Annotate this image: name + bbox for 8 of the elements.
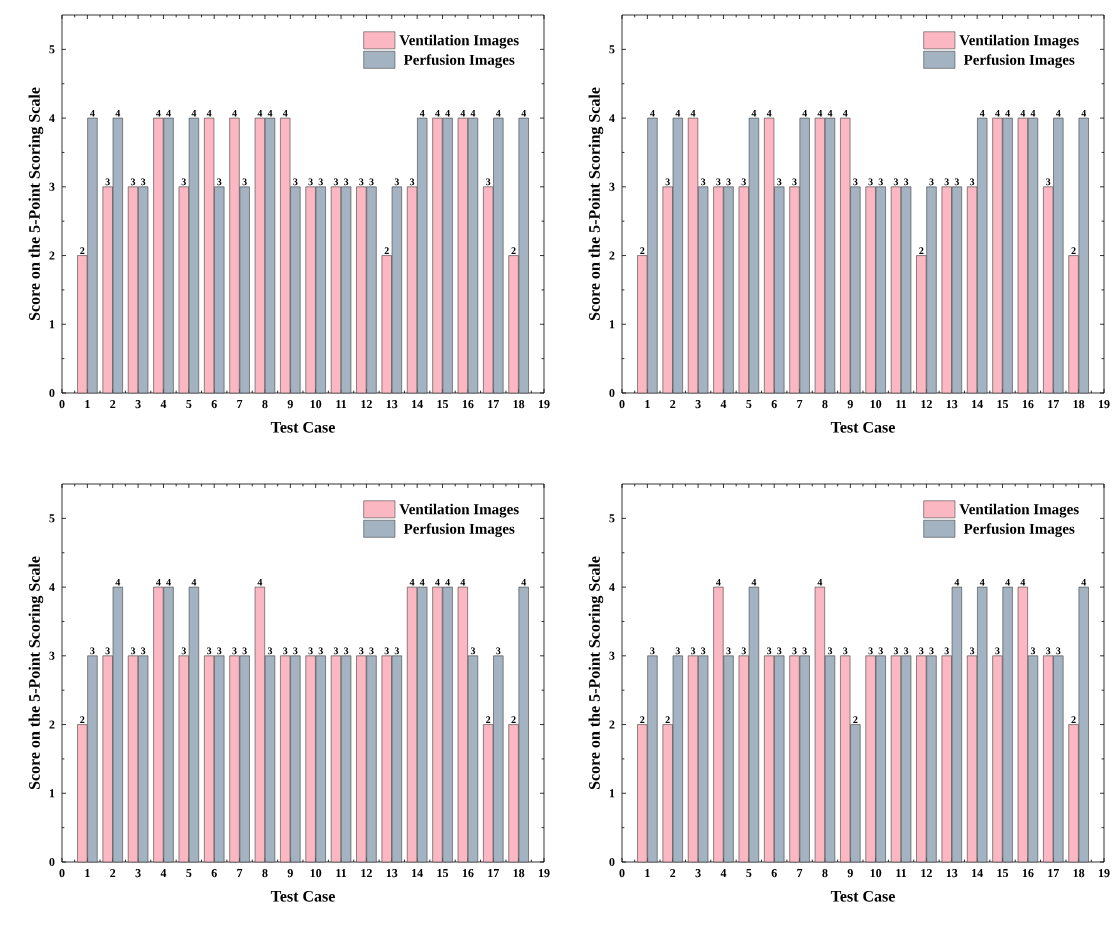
y-axis-title: Score on the 5-Point Scoring Scale bbox=[588, 87, 604, 321]
x-axis-title: Test Case bbox=[270, 421, 335, 433]
x-axis-title: Test Case bbox=[270, 890, 335, 902]
y-axis-title: Score on the 5-Point Scoring Scale bbox=[28, 87, 44, 321]
x-axis-title: Test Case bbox=[830, 421, 895, 433]
x-axis-title: Test Case bbox=[830, 890, 895, 902]
y-axis-title: Score on the 5-Point Scoring Scale bbox=[28, 556, 44, 790]
y-axis-title: Score on the 5-Point Scoring Scale bbox=[588, 556, 604, 790]
